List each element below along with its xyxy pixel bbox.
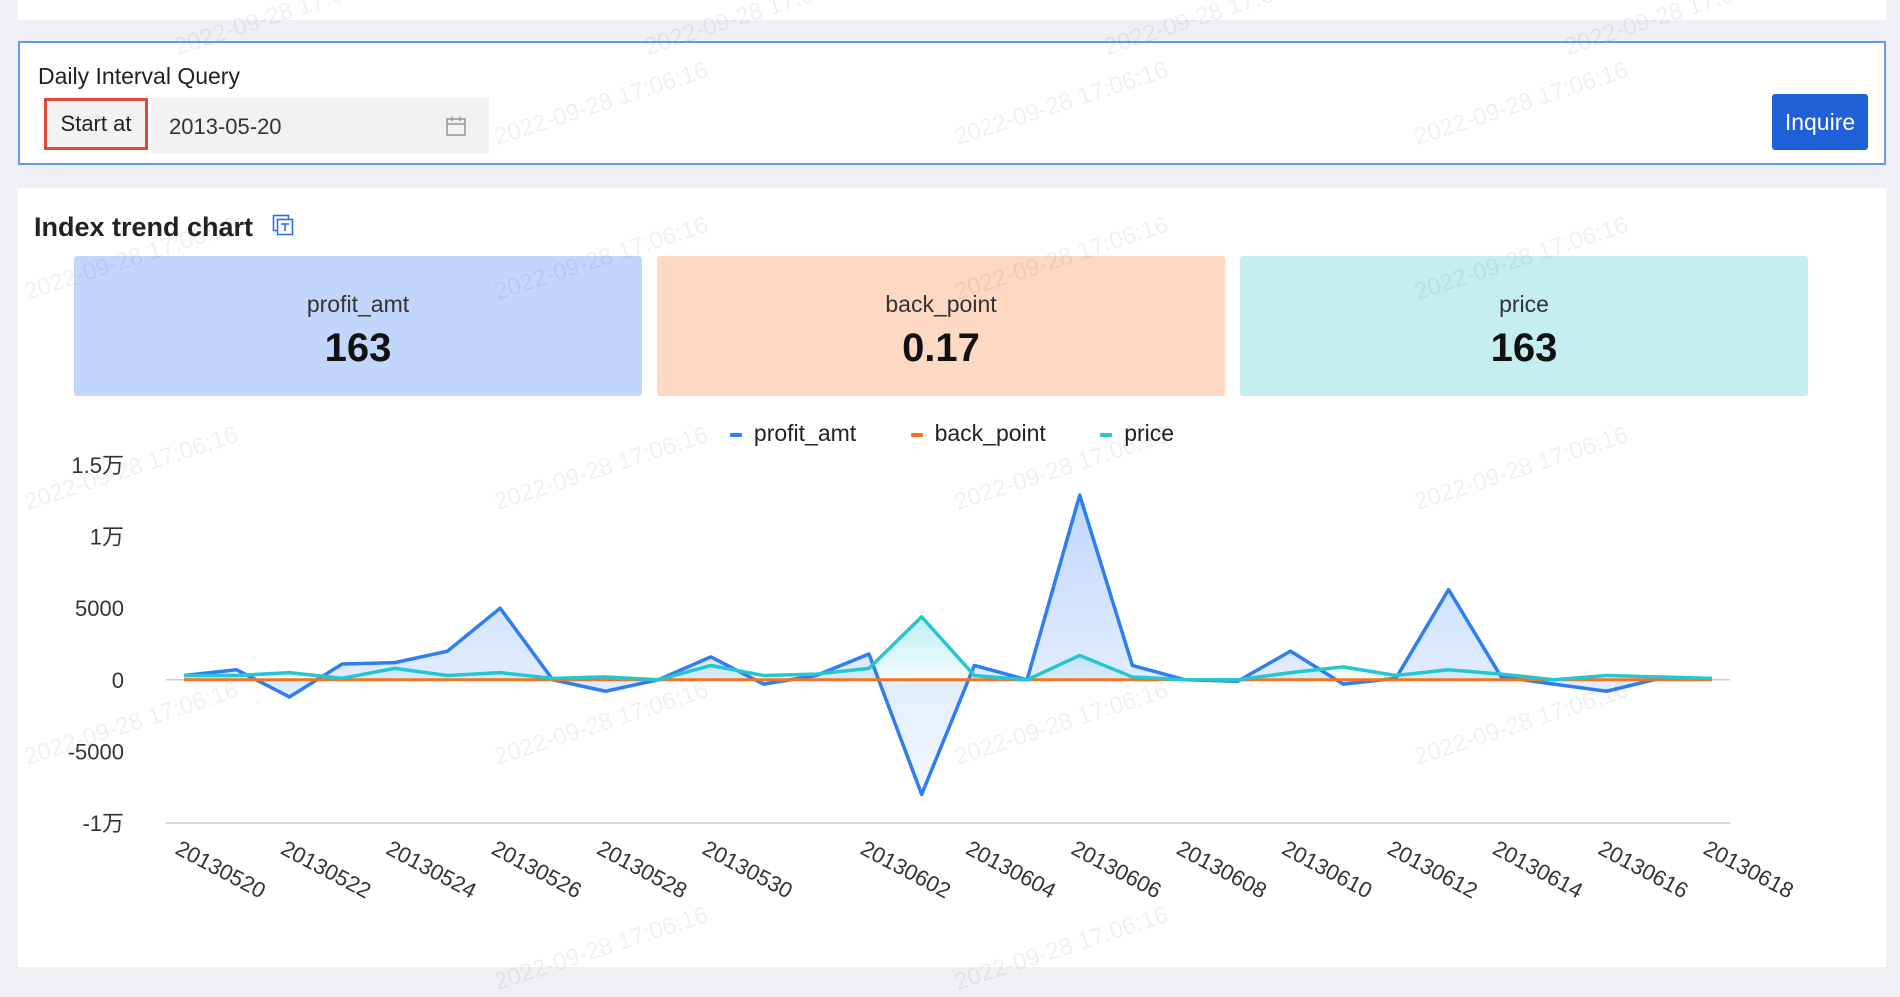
series-line-profit_amt	[183, 493, 1712, 797]
export-icon[interactable]	[272, 214, 294, 236]
x-tick-label: 20130528	[593, 835, 691, 903]
kpi-label: price	[1499, 291, 1549, 317]
legend-label: back_point	[934, 420, 1046, 446]
kpi-card-price: price 163	[1240, 256, 1808, 396]
x-tick-label: 20130602	[857, 835, 955, 903]
index-trend-chart-panel: Index trend chart profit_amt 163 back_po…	[18, 188, 1886, 967]
y-tick-label: 1.5万	[71, 453, 124, 478]
kpi-value: 163	[1490, 326, 1558, 370]
series-line-price	[184, 615, 1713, 682]
start-at-label: Start at	[44, 98, 148, 150]
y-tick-label: 0	[112, 668, 124, 693]
x-tick-label: 20130610	[1278, 835, 1376, 903]
y-tick-label: -5000	[68, 739, 124, 764]
kpi-value: 0.17	[902, 326, 980, 370]
legend-swatch	[729, 432, 742, 437]
y-tick-label: -1万	[82, 811, 124, 836]
x-tick-label: 20130604	[962, 835, 1060, 903]
x-tick-label: 20130614	[1489, 835, 1587, 903]
start-date-picker[interactable]: 2013-05-20	[151, 98, 489, 154]
x-tick-label: 20130618	[1700, 835, 1798, 903]
x-tick-label: 20130522	[277, 835, 375, 903]
x-tick-label: 20130608	[1173, 835, 1271, 903]
chart-title: Index trend chart	[34, 212, 254, 242]
legend-item-profit-amt[interactable]: profit_amt	[729, 420, 857, 447]
x-tick-label: 20130530	[699, 835, 797, 903]
kpi-card-back-point: back_point 0.17	[657, 256, 1225, 396]
x-tick-label: 20130606	[1067, 835, 1165, 903]
inquire-button[interactable]: Inquire	[1772, 94, 1868, 150]
legend-label: price	[1124, 420, 1175, 446]
x-tick-label: 20130524	[382, 835, 480, 903]
kpi-label: profit_amt	[306, 291, 410, 317]
query-title: Daily Interval Query	[38, 63, 240, 89]
legend-label: profit_amt	[753, 420, 857, 446]
x-tick-label: 20130520	[172, 835, 270, 903]
daily-interval-query-panel: Daily Interval Query Start at 2013-05-20…	[18, 41, 1886, 165]
x-tick-label: 20130616	[1594, 835, 1692, 903]
y-tick-label: 1万	[90, 525, 124, 550]
y-tick-label: 5000	[75, 596, 124, 621]
x-tick-label: 20130612	[1384, 835, 1482, 903]
legend-item-price[interactable]: price	[1100, 420, 1174, 447]
legend-item-back-point[interactable]: back_point	[910, 420, 1046, 447]
kpi-label: back_point	[885, 291, 997, 317]
kpi-card-profit-amt: profit_amt 163	[74, 256, 642, 396]
legend-swatch	[1100, 432, 1113, 437]
start-date-value[interactable]: 2013-05-20	[169, 114, 282, 139]
legend-swatch	[910, 432, 923, 437]
kpi-value: 163	[324, 326, 392, 370]
calendar-icon[interactable]	[445, 115, 467, 137]
series-area-profit_amt	[184, 495, 1712, 795]
x-tick-label: 20130526	[488, 835, 586, 903]
top-panel-edge	[18, 0, 1886, 20]
chart-legend: profit_amt back_point price	[18, 420, 1886, 447]
